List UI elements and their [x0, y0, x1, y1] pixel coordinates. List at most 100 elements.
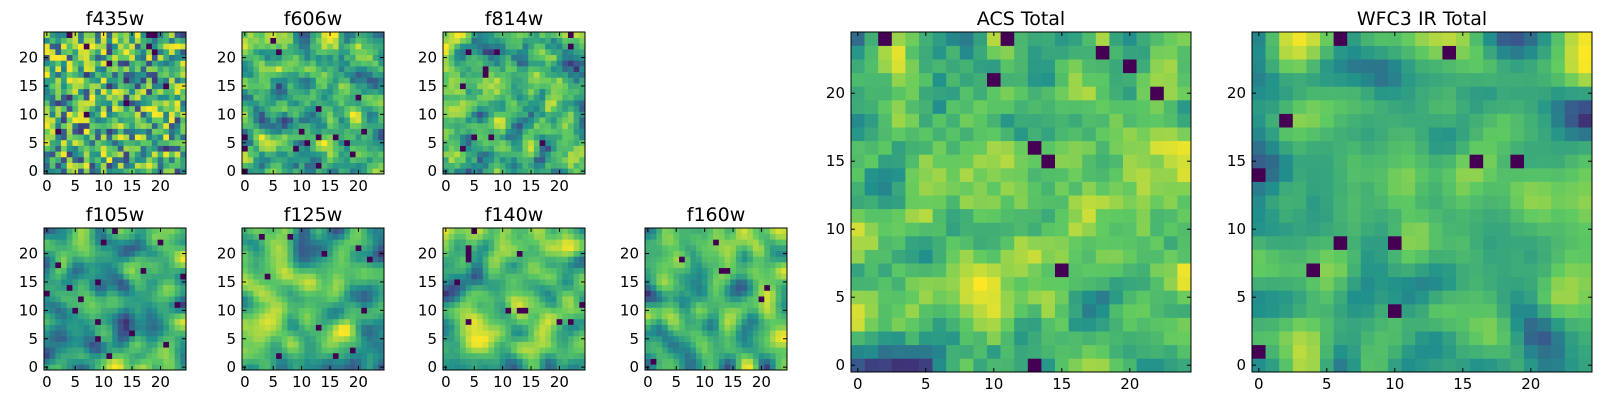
heatmap-cell	[454, 341, 461, 348]
heatmap-cell	[562, 128, 569, 135]
heatmap-cell	[477, 256, 484, 263]
heatmap-cell	[494, 279, 501, 286]
heatmap-cell	[769, 256, 776, 263]
heatmap-cell	[1027, 317, 1042, 332]
heatmap-cell	[482, 324, 489, 331]
heatmap-cell	[573, 324, 580, 331]
heatmap-cell	[550, 352, 557, 359]
y-tick-label: 10	[418, 301, 437, 319]
heatmap-cell	[49, 54, 56, 61]
heatmap-cell	[83, 267, 90, 274]
heatmap-cell	[696, 284, 703, 291]
heatmap-cell	[567, 122, 574, 129]
heatmap-cell	[242, 49, 248, 56]
heatmap-cell	[242, 134, 248, 141]
heatmap-cell	[482, 94, 489, 101]
heatmap-cell	[482, 318, 489, 325]
heatmap-cell	[344, 156, 351, 163]
heatmap-cell	[355, 134, 362, 141]
heatmap-cell	[366, 307, 373, 314]
heatmap-cell	[78, 168, 85, 175]
heatmap-cell	[573, 122, 580, 129]
heatmap-cell	[477, 71, 484, 78]
heatmap-cell	[100, 245, 107, 252]
heatmap-cell	[106, 296, 113, 303]
heatmap-cell	[1123, 344, 1137, 359]
heatmap-cell	[315, 122, 322, 129]
heatmap-cell	[645, 267, 651, 274]
heatmap-cell	[1109, 317, 1124, 332]
heatmap-cell	[533, 301, 540, 308]
heatmap-cell	[769, 279, 776, 286]
heatmap-cell	[573, 71, 580, 78]
heatmap-cell	[327, 347, 334, 354]
heatmap-cell	[579, 151, 586, 158]
heatmap-cell	[959, 249, 974, 264]
heatmap-cell	[696, 290, 703, 297]
heatmap-cell	[550, 43, 557, 50]
heatmap-cell	[44, 239, 50, 246]
heatmap-cell	[106, 279, 113, 286]
heatmap-cell	[49, 162, 56, 169]
heatmap-cell	[180, 60, 187, 67]
heatmap-cell	[298, 117, 305, 124]
heatmap-cell	[146, 347, 153, 354]
heatmap-cell	[1068, 249, 1083, 264]
heatmap-cell	[494, 330, 501, 337]
heatmap-cell	[89, 77, 96, 84]
heatmap-cell	[533, 151, 540, 158]
heatmap-cell	[539, 358, 546, 365]
heatmap-cell	[477, 122, 484, 129]
heatmap-cell	[465, 358, 472, 365]
x-tick-label: 0	[42, 373, 52, 391]
heatmap-cell	[89, 313, 96, 320]
heatmap-cell	[758, 245, 765, 252]
heatmap-cell	[516, 290, 523, 297]
heatmap-cell	[1082, 222, 1097, 237]
heatmap-cell	[747, 347, 754, 354]
heatmap-cell	[287, 100, 294, 107]
heatmap-cell	[482, 290, 489, 297]
heatmap-cell	[528, 139, 535, 146]
heatmap-cell	[83, 358, 90, 365]
heatmap-cell	[696, 273, 703, 280]
heatmap-cell	[332, 134, 339, 141]
heatmap-cell	[701, 330, 708, 337]
heatmap-cell	[511, 279, 518, 286]
heatmap-cell	[545, 83, 552, 90]
heatmap-cell	[891, 154, 906, 169]
heatmap-cell	[932, 208, 947, 223]
x-tick-label: 0	[441, 177, 451, 195]
heatmap-cell	[298, 77, 305, 84]
heatmap-cell	[361, 43, 368, 50]
heatmap-cell	[304, 139, 311, 146]
heatmap-cell	[684, 307, 691, 314]
heatmap-cell	[528, 347, 535, 354]
heatmap-cell	[355, 262, 362, 269]
heatmap-cell	[55, 139, 62, 146]
heatmap-cell	[567, 228, 574, 234]
heatmap-cell	[355, 273, 362, 280]
heatmap-cell	[174, 117, 181, 124]
heatmap-cell	[690, 245, 697, 252]
heatmap-cell	[140, 128, 147, 135]
heatmap-cell	[550, 71, 557, 78]
heatmap-cell	[270, 37, 277, 44]
heatmap-cell	[66, 335, 73, 342]
heatmap-cell	[454, 168, 461, 175]
heatmap-cell	[505, 111, 512, 118]
heatmap-cell	[247, 313, 254, 320]
heatmap-cell	[516, 301, 523, 308]
heatmap-cell	[112, 94, 119, 101]
heatmap-cell	[259, 313, 266, 320]
heatmap-cell	[528, 105, 535, 112]
heatmap-cell	[372, 83, 379, 90]
heatmap-cell	[701, 347, 708, 354]
heatmap-cell	[919, 304, 933, 318]
heatmap-cell	[1027, 168, 1042, 182]
heatmap-cell	[310, 83, 317, 90]
heatmap-cell	[696, 262, 703, 269]
heatmap-cell	[293, 352, 300, 359]
heatmap-cell	[247, 245, 254, 252]
heatmap-cell	[247, 71, 254, 78]
